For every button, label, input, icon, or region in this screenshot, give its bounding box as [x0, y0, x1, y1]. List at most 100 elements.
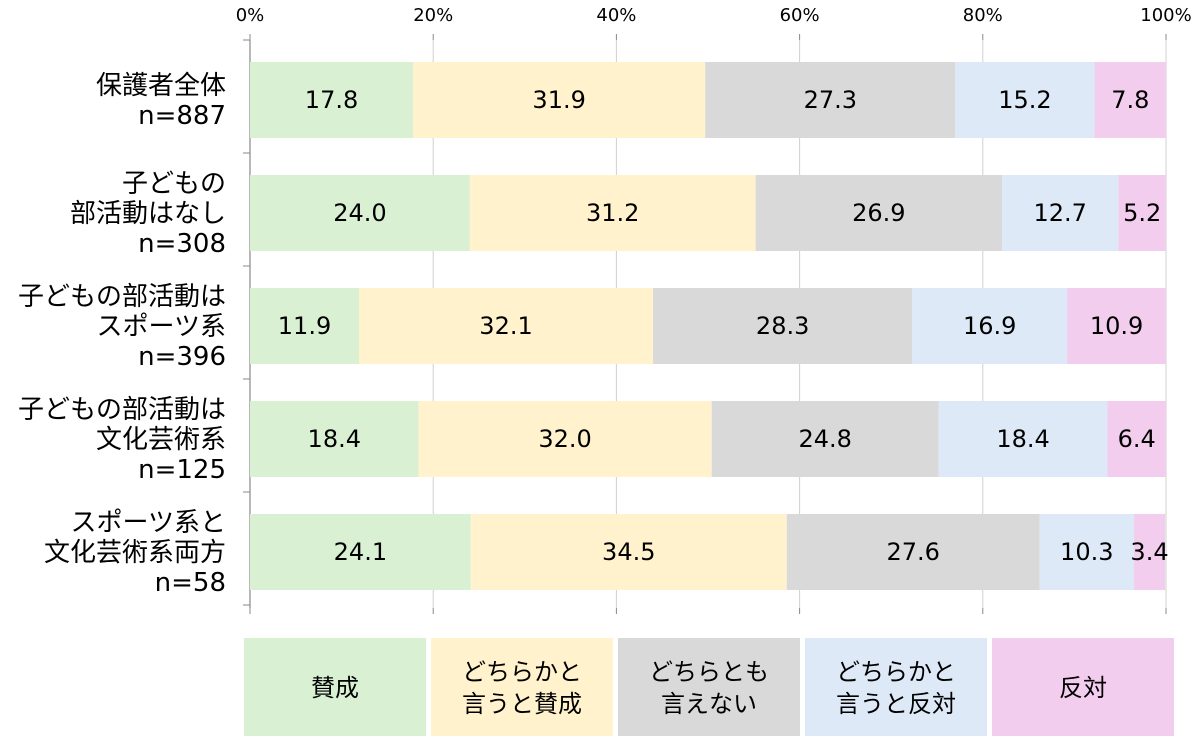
legend-label: どちらかと言うと賛成 — [462, 658, 582, 718]
bar-segment — [705, 62, 956, 138]
bar-row: 17.8 31.9 27.3 15.2 7.8 — [250, 62, 1166, 138]
data-label: 32.1 — [479, 312, 532, 340]
x-tick-label: 20% — [413, 5, 453, 26]
bar-segment — [938, 401, 1108, 477]
bar-segment — [1107, 401, 1166, 477]
bar-segment — [653, 288, 913, 364]
data-label: 32.0 — [538, 425, 591, 453]
bar-segment — [1133, 514, 1166, 590]
x-tick-label: 0% — [236, 5, 265, 26]
legend-label: 賛成 — [311, 674, 359, 702]
category-label-line: n=396 — [138, 342, 226, 372]
legend-label: 反対 — [1059, 674, 1107, 702]
category-label: スポーツ系と文化芸術系両方 n=58 — [44, 508, 226, 598]
bar-segment — [755, 175, 1003, 251]
legend-swatch — [805, 638, 987, 736]
data-label: 27.6 — [886, 538, 939, 566]
category-label-line: 子どもの部活動は — [18, 282, 226, 312]
data-label: 27.3 — [804, 86, 857, 114]
data-label: 11.9 — [278, 312, 331, 340]
legend-label-line: どちらかと — [462, 658, 582, 686]
bar-segment — [1067, 288, 1166, 364]
bar-segment — [250, 401, 419, 477]
category-label-line: n=58 — [155, 568, 226, 598]
bar-segment — [250, 62, 414, 138]
x-tick-label: 80% — [963, 5, 1003, 26]
bar-segment — [359, 288, 654, 364]
category-label-line: n=125 — [138, 455, 226, 485]
bar-segment — [1094, 62, 1166, 138]
x-tick-label: 60% — [780, 5, 820, 26]
data-label: 31.2 — [586, 199, 639, 227]
category-label: 子どもの部活動は文化芸術系 n=125 — [18, 395, 226, 485]
legend-label-line: 言えない — [661, 690, 757, 718]
data-label: 10.9 — [1090, 312, 1143, 340]
data-label: 28.3 — [756, 312, 809, 340]
legend-label-line: 反対 — [1059, 674, 1107, 702]
legend-swatch — [244, 638, 426, 736]
x-tick-label: 100% — [1140, 5, 1191, 26]
data-label: 7.8 — [1111, 86, 1149, 114]
category-label-line: n=887 — [138, 101, 226, 131]
data-label: 18.4 — [996, 425, 1049, 453]
legend-swatch — [618, 638, 800, 736]
data-label: 16.9 — [963, 312, 1016, 340]
legend-label: どちらかと言うと反対 — [836, 658, 956, 718]
legend-label-line: どちらとも — [649, 658, 769, 686]
category-label-line: スポーツ系 — [97, 312, 226, 342]
category-label-line: 文化芸術系両方 — [44, 538, 226, 568]
category-label-line: 子どもの部活動は — [18, 395, 226, 425]
bar-segment — [711, 401, 939, 477]
legend: 賛成 どちらかと言うと賛成 どちらとも言えない どちらかと言うと反対 反対 — [244, 638, 1174, 736]
category-label: 子どもの部活動はなし n=308 — [70, 169, 226, 259]
data-label: 34.5 — [602, 538, 655, 566]
data-label: 5.2 — [1123, 199, 1161, 227]
category-label-line: n=308 — [138, 229, 226, 259]
category-label: 子どもの部活動はスポーツ系 n=396 — [18, 282, 226, 372]
category-label-line: 部活動はなし — [70, 199, 226, 229]
category-label-line: 文化芸術系 — [96, 425, 226, 455]
legend-label-line: 言うと賛成 — [462, 690, 582, 718]
bar-segment — [250, 175, 470, 251]
legend-swatch — [431, 638, 613, 736]
data-label: 26.9 — [852, 199, 905, 227]
data-label: 6.4 — [1118, 425, 1156, 453]
legend-label-line: どちらかと — [836, 658, 956, 686]
bar-segment — [413, 62, 706, 138]
bar-segment — [250, 288, 360, 364]
data-label: 17.8 — [305, 86, 358, 114]
bar-row: 24.1 34.5 27.6 10.3 3.4 — [250, 514, 1169, 590]
bar-segment — [1002, 175, 1119, 251]
data-label: 24.0 — [333, 199, 386, 227]
data-label: 24.8 — [799, 425, 852, 453]
data-label: 12.7 — [1033, 199, 1086, 227]
legend-label-line: 賛成 — [311, 674, 359, 702]
data-label: 10.3 — [1060, 538, 1113, 566]
category-label-line: スポーツ系と — [71, 508, 226, 538]
data-label: 18.4 — [308, 425, 361, 453]
data-label: 3.4 — [1130, 538, 1168, 566]
category-label-line: 子どもの — [122, 169, 226, 199]
x-tick-label: 40% — [596, 5, 636, 26]
bar-segment — [469, 175, 756, 251]
legend-label: どちらとも言えない — [649, 658, 769, 718]
bar-segment — [1118, 175, 1166, 251]
category-label-line: 保護者全体 — [96, 71, 226, 101]
bar-segment — [912, 288, 1068, 364]
bar-segment — [250, 514, 471, 590]
bar-segment — [418, 401, 712, 477]
data-label: 15.2 — [998, 86, 1051, 114]
bar-segment — [470, 514, 787, 590]
bar-row: 18.4 32.0 24.8 18.4 6.4 — [250, 401, 1166, 477]
bar-segment — [955, 62, 1095, 138]
legend-label-line: 言うと反対 — [836, 690, 956, 718]
legend-swatch — [992, 638, 1174, 736]
data-label: 31.9 — [532, 86, 585, 114]
bar-segment — [1039, 514, 1134, 590]
data-label: 24.1 — [334, 538, 387, 566]
bar-row: 11.9 32.1 28.3 16.9 10.9 — [250, 288, 1166, 364]
category-label: 保護者全体 n=887 — [96, 71, 226, 131]
bar-row: 24.0 31.2 26.9 12.7 5.2 — [250, 175, 1166, 251]
bar-segment — [786, 514, 1040, 590]
